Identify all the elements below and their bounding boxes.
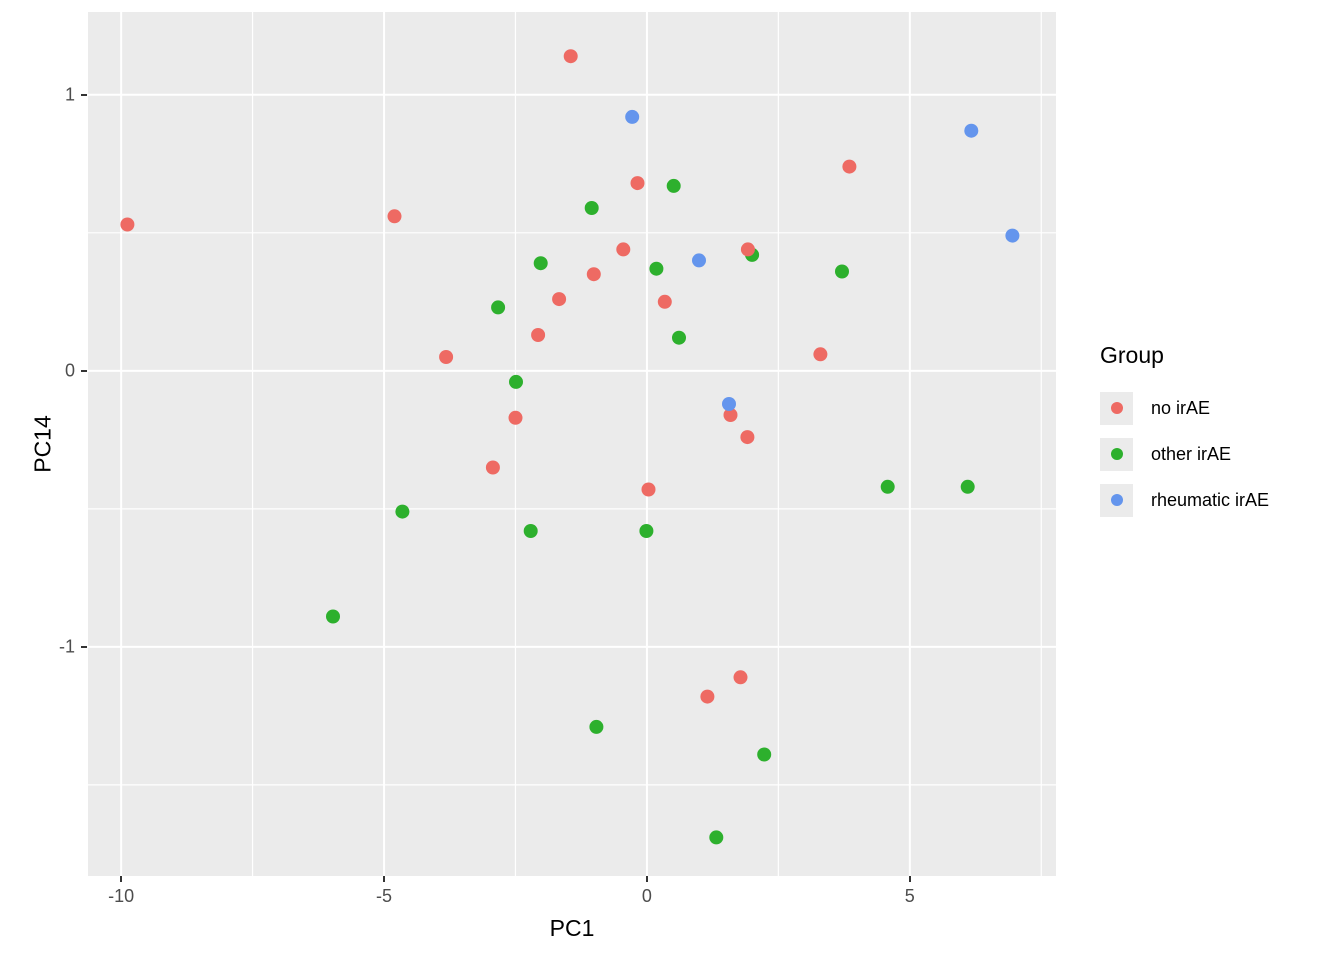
- data-point: [563, 49, 578, 64]
- data-point: [485, 460, 500, 475]
- x-tick-label: -5: [376, 886, 393, 906]
- data-point: [722, 397, 736, 411]
- y-tick-label: -1: [58, 636, 75, 657]
- plot-canvas: [88, 12, 1056, 876]
- legend-key: [1100, 437, 1133, 471]
- legend-dot-icon: [1110, 402, 1123, 414]
- data-point: [723, 408, 738, 422]
- legend-item-other-irae: other irAE: [1100, 431, 1269, 477]
- x-tick-mark: [383, 876, 386, 882]
- legend: Group no irAE other irAE rheumatic irAE: [1100, 342, 1269, 523]
- data-point: [326, 609, 340, 624]
- data-point: [842, 159, 857, 174]
- data-point: [586, 267, 601, 282]
- data-point: [439, 350, 454, 364]
- x-tick-label: -10: [108, 886, 135, 906]
- data-point: [649, 261, 664, 276]
- y-tick-label: 1: [64, 84, 75, 105]
- data-point: [700, 689, 715, 704]
- legend-key: [1100, 483, 1133, 517]
- data-point: [709, 830, 724, 845]
- data-point: [1005, 228, 1020, 243]
- x-axis-title: PC1: [549, 915, 595, 941]
- y-tick-mark: [81, 369, 87, 372]
- data-point: [584, 201, 599, 215]
- data-point: [630, 176, 645, 191]
- data-point: [757, 747, 772, 762]
- x-tick-mark: [908, 876, 911, 882]
- legend-item-rheumatic-irae: rheumatic irAE: [1100, 477, 1269, 523]
- data-point: [740, 242, 755, 257]
- data-point: [960, 479, 975, 494]
- data-point: [509, 374, 523, 389]
- data-point: [740, 430, 755, 445]
- data-point: [641, 482, 656, 497]
- legend-key: [1100, 391, 1133, 425]
- x-tick-label: 5: [904, 886, 915, 906]
- x-tick-mark: [645, 876, 648, 882]
- data-point: [523, 524, 538, 538]
- data-point: [692, 253, 706, 268]
- data-point: [589, 719, 604, 734]
- y-axis-title: PC14: [29, 415, 56, 473]
- legend-item-label: rheumatic irAE: [1151, 489, 1270, 510]
- data-point: [672, 330, 686, 345]
- legend-title: Group: [1100, 342, 1164, 368]
- data-point: [395, 504, 410, 519]
- data-point: [552, 292, 567, 307]
- legend-items: no irAE other irAE rheumatic irAE: [1100, 385, 1269, 523]
- data-point: [813, 347, 828, 362]
- data-point: [666, 178, 681, 193]
- data-point: [880, 479, 895, 494]
- y-tick-mark: [81, 93, 87, 96]
- data-point: [533, 256, 548, 271]
- y-tick-mark: [81, 645, 87, 648]
- legend-item-label: other irAE: [1151, 443, 1232, 464]
- data-point: [387, 209, 402, 224]
- data-point: [625, 109, 640, 124]
- data-point: [733, 670, 748, 685]
- data-point: [639, 524, 654, 538]
- data-point: [835, 264, 849, 279]
- data-point: [508, 410, 523, 425]
- legend-item-label: no irAE: [1151, 397, 1211, 418]
- data-point: [491, 300, 506, 315]
- x-tick-mark: [120, 876, 123, 882]
- legend-dot-icon: [1110, 448, 1123, 460]
- data-point: [616, 242, 631, 257]
- legend-item-no-irae: no irAE: [1100, 385, 1269, 431]
- data-point: [531, 328, 546, 342]
- plot-panel: [88, 12, 1056, 876]
- legend-dot-icon: [1110, 494, 1123, 506]
- x-tick-label: 0: [641, 886, 652, 906]
- data-point: [964, 123, 979, 138]
- data-point: [657, 294, 672, 309]
- y-tick-label: 0: [64, 360, 75, 381]
- data-point: [120, 217, 135, 232]
